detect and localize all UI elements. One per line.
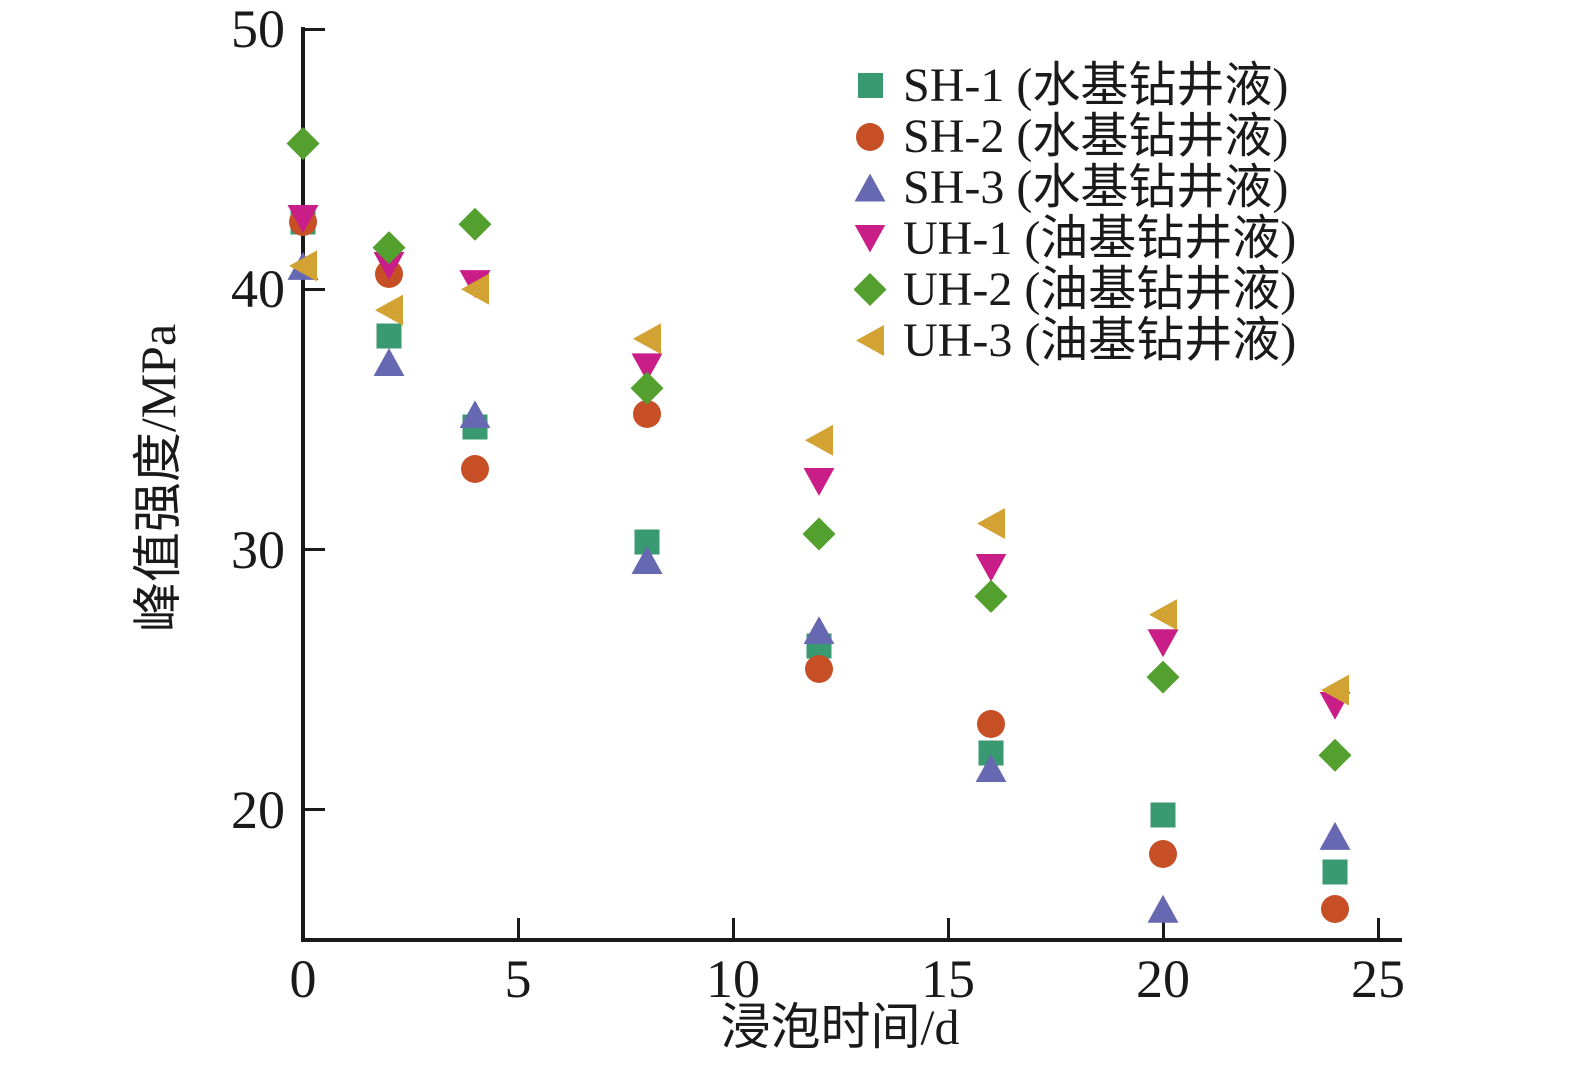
legend-item: SH-1 (水基钻井液)	[852, 60, 1296, 111]
data-point	[376, 323, 402, 349]
legend-item: UH-3 (油基钻井液)	[852, 315, 1296, 366]
legend-item: SH-2 (水基钻井液)	[852, 111, 1296, 162]
x-tick-label: 25	[1351, 949, 1405, 1009]
data-point	[1321, 894, 1349, 923]
circle-icon	[856, 122, 884, 151]
data-point	[1147, 629, 1179, 658]
y-tick-label: 30	[231, 519, 285, 580]
square-legend-icon	[852, 73, 888, 98]
x-tick-label: 15	[921, 949, 975, 1009]
data-point	[803, 616, 835, 645]
diamond-icon	[853, 273, 887, 306]
legend-item: UH-2 (油基钻井液)	[852, 264, 1296, 315]
legend-label: SH-2 (水基钻井液)	[903, 109, 1289, 163]
triangle-up-icon	[854, 173, 886, 202]
diamond-legend-icon	[852, 273, 888, 306]
y-tick-label: 50	[231, 0, 285, 59]
legend-item: SH-3 (水基钻井液)	[852, 162, 1296, 213]
y-tick-mark	[305, 808, 325, 812]
triangle-left-icon	[856, 325, 884, 356]
data-point	[803, 467, 835, 496]
data-point	[1147, 894, 1179, 923]
square-icon	[857, 73, 883, 98]
data-point	[1150, 802, 1176, 828]
data-point	[974, 579, 1008, 613]
x-tick-mark	[731, 918, 735, 938]
x-tick-mark	[516, 918, 520, 938]
x-tick-mark	[1161, 918, 1165, 938]
y-axis-title: 峰值强度/MPa	[130, 323, 186, 633]
legend: SH-1 (水基钻井液) SH-2 (水基钻井液) SH-3 (水基钻井液) UH-1…	[852, 60, 1296, 366]
x-tick-label: 10	[706, 949, 760, 1009]
data-point	[1322, 859, 1348, 885]
data-point	[1146, 660, 1180, 694]
legend-label: UH-1 (油基钻井液)	[903, 211, 1297, 265]
legend-item: UH-1 (油基钻井液)	[852, 213, 1296, 264]
data-point	[977, 709, 1005, 738]
circle-legend-icon	[852, 122, 888, 151]
legend-label: UH-2 (油基钻井液)	[903, 262, 1297, 316]
data-point	[975, 553, 1007, 582]
data-point	[1149, 599, 1177, 631]
triangle-down-icon	[854, 224, 886, 253]
y-tick-label: 20	[231, 779, 285, 840]
data-point	[805, 655, 833, 684]
data-point	[1319, 821, 1351, 850]
data-point	[372, 231, 406, 265]
x-axis-title: 浸泡时间/d	[720, 999, 960, 1055]
data-point	[1318, 738, 1352, 772]
x-tick-label: 20	[1136, 949, 1190, 1009]
data-point	[630, 371, 664, 405]
x-tick-label: 0	[289, 949, 317, 1009]
y-axis-line	[301, 27, 305, 942]
data-point	[458, 207, 492, 241]
triangle-down-legend-icon	[852, 224, 888, 253]
data-point	[286, 127, 320, 161]
data-point	[373, 348, 405, 377]
data-point	[633, 323, 661, 355]
data-point	[633, 400, 661, 429]
data-point	[1149, 840, 1177, 869]
legend-label: SH-1 (水基钻井液)	[903, 58, 1289, 112]
y-tick-mark	[305, 287, 325, 291]
data-point	[375, 294, 403, 326]
x-tick-mark	[1376, 918, 1380, 938]
data-point	[805, 424, 833, 456]
triangle-up-legend-icon	[852, 173, 888, 202]
y-tick-mark	[305, 27, 325, 31]
x-tick-label: 5	[504, 949, 532, 1009]
triangle-left-legend-icon	[852, 325, 888, 356]
data-point	[461, 454, 489, 483]
data-point	[977, 508, 1005, 540]
y-tick-mark	[305, 548, 325, 552]
x-axis-line	[301, 938, 1402, 942]
y-tick-label: 40	[231, 259, 285, 320]
legend-label: UH-3 (油基钻井液)	[903, 313, 1297, 367]
legend-label: SH-3 (水基钻井液)	[903, 160, 1289, 214]
x-tick-mark	[946, 918, 950, 938]
data-point	[802, 517, 836, 551]
